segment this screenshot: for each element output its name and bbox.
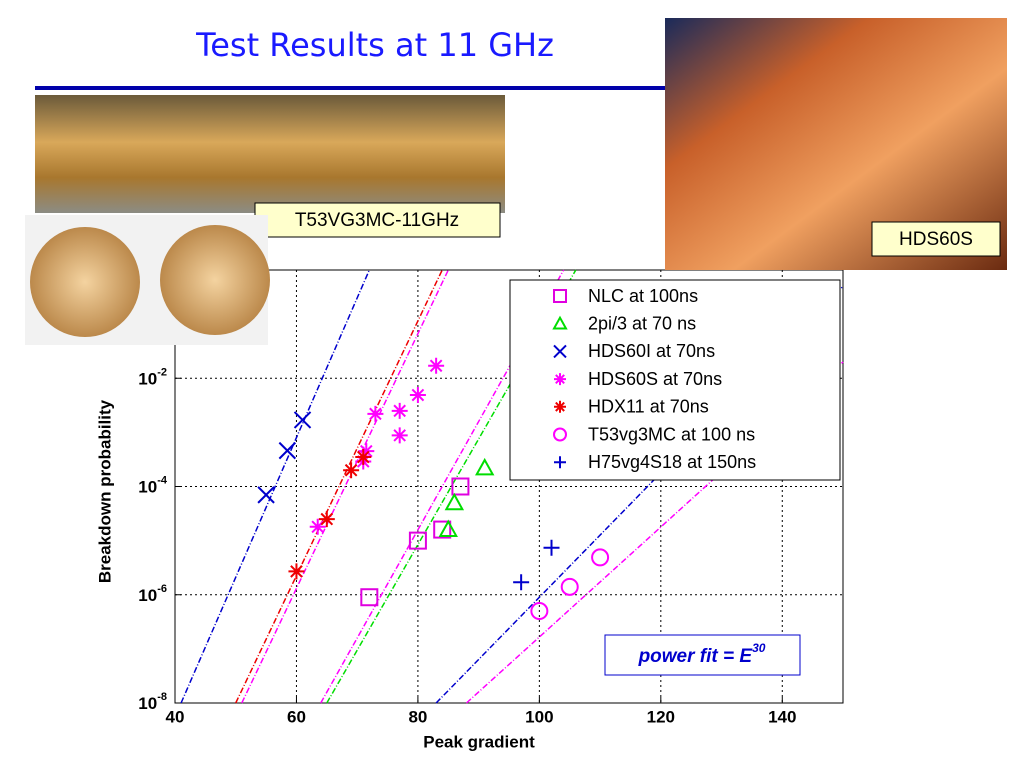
data-point	[318, 511, 335, 528]
data-point	[451, 477, 470, 496]
title-rule	[35, 86, 665, 90]
tick-base: 10	[138, 370, 157, 389]
fit-line	[235, 269, 443, 704]
tick-exponent: -8	[157, 691, 167, 703]
disk	[30, 227, 140, 337]
data-point	[513, 574, 530, 591]
photo-label-box	[254, 202, 501, 238]
tick-base: 10	[138, 478, 157, 497]
legend-marker	[553, 289, 567, 303]
tick-exponent: -2	[157, 366, 167, 378]
data-point	[293, 411, 312, 429]
tick-exponent: -4	[157, 474, 168, 486]
data-point	[433, 520, 452, 539]
data-point	[543, 539, 560, 556]
data-point	[288, 563, 305, 580]
x-tick-label: 100	[525, 707, 553, 726]
annotation: power fit = E30	[638, 641, 766, 667]
data-point	[530, 602, 549, 621]
data-point	[391, 427, 408, 444]
data-point	[257, 486, 275, 504]
data-point	[428, 357, 445, 374]
data-point	[391, 402, 408, 419]
fit-line	[241, 269, 449, 704]
legend-label: HDS60S at 70ns	[588, 369, 722, 389]
x-tick-label: 80	[408, 707, 427, 726]
legend-label: HDX11 at 70ns	[588, 397, 709, 417]
y-tick-label: 10-2	[138, 366, 167, 389]
tick-exponent: -6	[157, 583, 167, 595]
annotation-box	[604, 634, 801, 676]
photo-label: T53VG3MC-11GHz	[295, 210, 459, 231]
slide-title: Test Results at 11 GHz	[195, 26, 554, 64]
photo-structure	[35, 95, 505, 213]
legend-marker	[554, 373, 566, 386]
x-tick-label: 140	[768, 707, 796, 726]
fit-line	[180, 269, 371, 704]
data-point	[358, 443, 375, 460]
annotation-text: power fit = E	[638, 646, 754, 667]
x-tick-label: 120	[647, 707, 675, 726]
legend-label: NLC at 100ns	[588, 286, 698, 306]
photo-label-box	[871, 221, 1001, 257]
legend-label: T53vg3MC at 100 ns	[588, 424, 755, 444]
data-point	[278, 441, 297, 460]
y-tick-label: 10-8	[138, 691, 167, 714]
data-point	[475, 457, 495, 476]
legend-marker	[554, 400, 566, 413]
legend-label: H75vg4S18 at 150ns	[588, 452, 756, 472]
disk	[160, 225, 270, 335]
annotation-exponent: 30	[752, 641, 766, 655]
y-axis-label: Breakdown probability	[95, 399, 114, 583]
data-point	[444, 492, 465, 511]
data-point	[591, 548, 610, 567]
data-point	[438, 519, 458, 537]
data-point	[355, 449, 372, 466]
legend-label: HDS60I at 70ns	[588, 341, 715, 361]
legend-marker	[552, 315, 568, 330]
data-point	[408, 531, 427, 550]
photos: T53VG3MC-11GHz HDS60S	[25, 18, 1007, 345]
data-point	[360, 588, 379, 607]
legend-marker	[553, 427, 567, 442]
y-tick-label: 10-6	[138, 583, 167, 606]
legend-marker	[553, 344, 567, 359]
y-tick-label: 10-4	[138, 474, 168, 497]
x-tick-label: 40	[166, 707, 185, 726]
x-tick-label: 60	[287, 707, 306, 726]
x-axis-label: Peak gradient	[423, 732, 535, 751]
legend-label: 2pi/3 at 70 ns	[588, 313, 696, 333]
photo-label: HDS60S	[899, 229, 973, 250]
data-point	[560, 577, 579, 596]
data-point	[367, 405, 384, 422]
data-point	[409, 387, 426, 404]
data-point	[309, 518, 326, 535]
legend-marker	[554, 456, 566, 469]
data-point	[343, 462, 360, 479]
tick-base: 10	[138, 694, 157, 713]
tick-base: 10	[138, 586, 157, 605]
fit-line	[320, 269, 565, 704]
